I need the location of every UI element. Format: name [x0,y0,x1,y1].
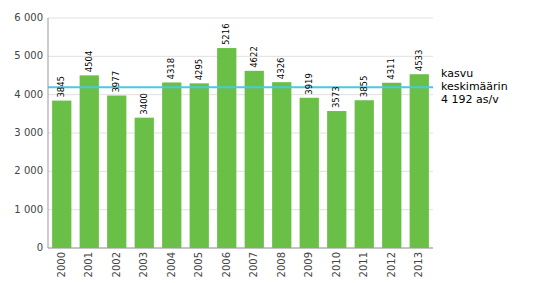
bar [300,98,319,248]
data-label: 3573 [331,86,341,108]
average-line [48,86,433,88]
bar [410,74,429,248]
grid-line [48,56,433,57]
data-label: 3855 [359,76,369,98]
x-tick-label: 2011 [358,252,369,277]
x-tick-label: 2004 [166,252,177,277]
x-tick-label: 2001 [83,252,94,277]
y-axis [48,18,49,248]
data-label: 4295 [194,59,204,81]
y-tick-label: 3 000 [14,127,43,138]
x-tick-label: 2013 [413,252,424,277]
x-tick-label: 2009 [303,252,314,277]
bar [355,100,374,248]
grid [48,18,433,248]
data-label: 4326 [276,58,286,80]
bar [327,111,346,248]
reference-lines [48,87,433,88]
y-tick-label: 2 000 [14,165,43,176]
bar [107,96,126,248]
data-label: 3977 [111,71,121,93]
grid-line [48,133,433,134]
data-label: 4311 [386,58,396,80]
chart-container: 0 1 000 2 000 3 000 4 000 5 000 6 000 2000 2001 2… [0,0,553,283]
bar [162,82,181,248]
data-label: 4622 [249,46,259,68]
x-tick-label: 2007 [248,252,259,277]
data-label: 3845 [56,76,66,98]
x-axis [48,248,433,249]
bar [52,101,71,248]
grid-line [48,209,433,210]
x-tick-label: 2006 [221,252,232,277]
data-label: 3919 [304,73,314,95]
x-tick-label: 2005 [193,252,204,277]
x-tick-label: 2002 [111,252,122,277]
annotation-line: 4 192 as/v [441,93,499,106]
x-tick-label: 2000 [56,252,67,277]
bar [80,75,99,248]
bar [382,83,401,248]
annotation-line: kasvu [441,67,473,80]
data-label: 5216 [221,23,231,45]
bar [217,48,236,248]
data-label: 3400 [139,93,149,115]
x-tick-label: 2012 [386,252,397,277]
bars [52,48,429,248]
x-tick-label: 2003 [138,252,149,277]
grid-line [48,171,433,172]
bar [272,82,291,248]
grid-line [48,248,433,249]
bar [135,118,154,248]
x-tick-label: 2008 [276,252,287,277]
annotation: kasvukeskimäärin4 192 as/v [441,67,508,106]
y-tick-label: 1 000 [14,204,43,215]
y-tick-label: 6 000 [14,12,43,23]
y-tick-label: 5 000 [14,50,43,61]
bar [245,71,264,248]
grid-line [48,18,433,19]
annotation-line: keskimäärin [441,80,508,93]
grid-line [48,94,433,95]
chart: 0 1 000 2 000 3 000 4 000 5 000 6 000 2000 2001 2… [0,0,553,283]
data-label: 4533 [414,50,424,72]
y-tick-label: 4 000 [14,89,43,100]
data-label: 4504 [84,51,94,73]
y-tick-label: 0 [37,242,43,253]
bar [190,83,209,248]
data-label: 4318 [166,58,176,80]
x-tick-label: 2010 [331,252,342,277]
